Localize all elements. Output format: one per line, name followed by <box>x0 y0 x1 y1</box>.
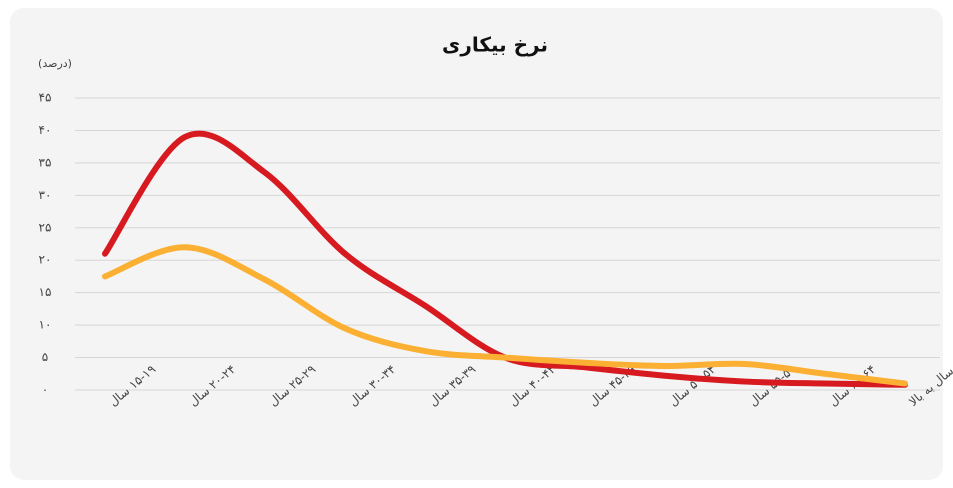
chart-title: نرخ بیکاری <box>442 33 548 57</box>
series-line <box>102 244 908 387</box>
y-tick-label: ۲۵ <box>39 220 52 234</box>
y-tick-label: ۲۰ <box>39 253 52 267</box>
y-tick-label: ۰ <box>42 383 48 397</box>
card <box>10 8 943 480</box>
y-tick-label: ۱۵ <box>39 285 52 299</box>
y-tick-label: ۳۰ <box>39 188 52 202</box>
y-axis-label: (درصد) <box>38 57 72 70</box>
series-line <box>102 130 908 388</box>
y-tick-label: ۳۵ <box>39 155 52 169</box>
y-tick-label: ۵ <box>42 350 48 364</box>
y-tick-label: ۱۰ <box>39 318 52 332</box>
y-tick-label: ۴۰ <box>39 123 52 137</box>
y-tick-label: ۴۵ <box>39 91 52 105</box>
